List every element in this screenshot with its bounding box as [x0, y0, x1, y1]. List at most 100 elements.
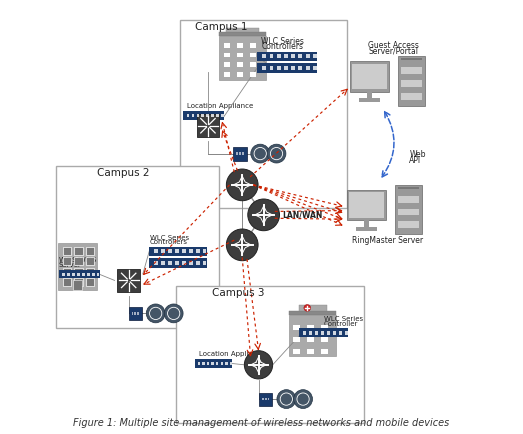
Bar: [161, 249, 165, 253]
Circle shape: [251, 144, 270, 163]
Bar: [203, 249, 207, 253]
Bar: [161, 261, 165, 265]
Bar: [322, 349, 328, 354]
Circle shape: [146, 304, 165, 323]
Bar: [211, 114, 214, 117]
Bar: [309, 331, 312, 335]
Bar: [59, 270, 100, 279]
Bar: [289, 315, 336, 356]
Text: Server/Portal: Server/Portal: [368, 47, 418, 56]
Bar: [293, 349, 300, 354]
Bar: [345, 331, 348, 335]
Bar: [219, 32, 266, 36]
Text: Guest Access: Guest Access: [368, 41, 418, 50]
Bar: [225, 362, 228, 365]
Bar: [289, 311, 336, 315]
Bar: [299, 329, 348, 337]
Bar: [307, 325, 314, 330]
Circle shape: [293, 390, 312, 408]
Bar: [196, 261, 200, 265]
Bar: [250, 53, 256, 57]
Bar: [117, 269, 140, 292]
Bar: [237, 72, 243, 77]
Bar: [224, 53, 231, 57]
Bar: [307, 337, 314, 342]
Bar: [207, 114, 209, 117]
Text: Server: Server: [59, 262, 82, 268]
Bar: [262, 398, 264, 401]
Bar: [182, 249, 186, 253]
Bar: [305, 54, 310, 59]
Text: LAN/WAN: LAN/WAN: [282, 210, 322, 219]
Bar: [230, 362, 232, 365]
Circle shape: [304, 305, 311, 311]
Text: Campus 2: Campus 2: [97, 168, 149, 178]
Bar: [237, 62, 243, 67]
Bar: [313, 66, 317, 70]
Bar: [250, 62, 256, 67]
Bar: [250, 72, 256, 77]
Bar: [277, 54, 281, 59]
Bar: [202, 362, 205, 365]
Bar: [191, 114, 195, 117]
Circle shape: [248, 199, 279, 231]
Text: Figure 1: Multiple site management of wireless networks and mobile devices: Figure 1: Multiple site management of wi…: [73, 418, 450, 428]
Bar: [293, 337, 300, 342]
Bar: [305, 66, 310, 70]
Bar: [74, 278, 83, 286]
Bar: [149, 247, 207, 256]
Text: WIDS/WIPS: WIDS/WIPS: [59, 257, 97, 263]
Bar: [224, 62, 231, 67]
Bar: [187, 114, 189, 117]
Bar: [86, 257, 94, 265]
Bar: [197, 114, 199, 117]
Text: WLC Series: WLC Series: [262, 36, 304, 46]
Bar: [398, 196, 419, 203]
Bar: [291, 66, 295, 70]
Bar: [352, 64, 387, 89]
Bar: [401, 58, 422, 60]
Circle shape: [164, 304, 183, 323]
Bar: [262, 66, 266, 70]
Bar: [175, 261, 179, 265]
Bar: [250, 43, 256, 47]
Bar: [87, 273, 89, 276]
Bar: [74, 257, 83, 265]
Bar: [333, 331, 336, 335]
Bar: [268, 398, 269, 401]
Bar: [299, 305, 327, 311]
Bar: [269, 66, 274, 70]
Bar: [322, 337, 328, 342]
Bar: [86, 268, 94, 276]
Bar: [77, 273, 80, 276]
Bar: [134, 312, 136, 315]
Bar: [224, 43, 231, 47]
Bar: [356, 227, 377, 231]
Bar: [315, 331, 319, 335]
Bar: [299, 66, 302, 70]
Bar: [154, 261, 158, 265]
Bar: [257, 63, 317, 72]
Text: Web: Web: [410, 150, 426, 159]
Bar: [63, 278, 71, 286]
Bar: [203, 261, 207, 265]
Bar: [86, 278, 94, 286]
Bar: [339, 331, 342, 335]
Bar: [269, 54, 274, 59]
Bar: [236, 152, 238, 155]
Bar: [74, 247, 83, 255]
Circle shape: [226, 169, 258, 201]
Bar: [221, 362, 223, 365]
Text: Campus 1: Campus 1: [195, 22, 247, 32]
Bar: [211, 362, 214, 365]
Bar: [196, 249, 200, 253]
Bar: [313, 54, 317, 59]
Text: Location Appliance: Location Appliance: [199, 351, 266, 357]
Bar: [321, 331, 324, 335]
Bar: [350, 61, 389, 92]
Bar: [398, 208, 419, 215]
Bar: [168, 261, 172, 265]
Bar: [92, 273, 95, 276]
Bar: [367, 91, 372, 99]
Bar: [198, 362, 200, 365]
